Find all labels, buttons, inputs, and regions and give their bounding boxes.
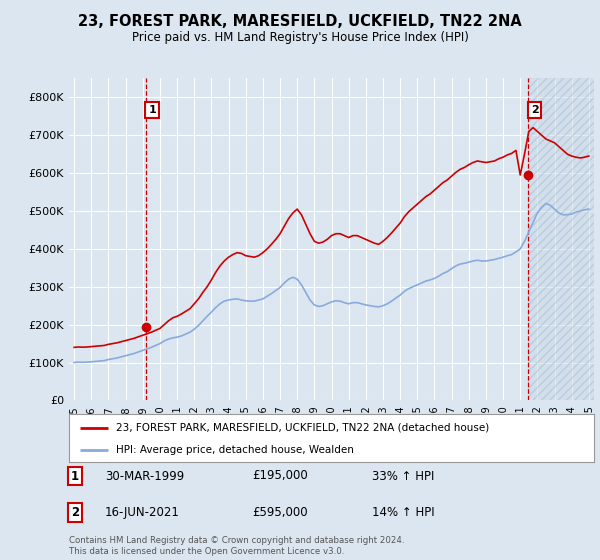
Text: 1: 1 xyxy=(148,105,156,115)
Text: 23, FOREST PARK, MARESFIELD, UCKFIELD, TN22 2NA: 23, FOREST PARK, MARESFIELD, UCKFIELD, T… xyxy=(78,14,522,29)
Text: 33% ↑ HPI: 33% ↑ HPI xyxy=(372,469,434,483)
Text: 2: 2 xyxy=(530,105,538,115)
Text: 30-MAR-1999: 30-MAR-1999 xyxy=(105,469,184,483)
Text: £595,000: £595,000 xyxy=(252,506,308,519)
Text: 23, FOREST PARK, MARESFIELD, UCKFIELD, TN22 2NA (detached house): 23, FOREST PARK, MARESFIELD, UCKFIELD, T… xyxy=(116,423,490,433)
Text: HPI: Average price, detached house, Wealden: HPI: Average price, detached house, Weal… xyxy=(116,445,354,455)
Bar xyxy=(528,78,594,400)
Text: 14% ↑ HPI: 14% ↑ HPI xyxy=(372,506,434,519)
Text: £195,000: £195,000 xyxy=(252,469,308,483)
Text: 2: 2 xyxy=(71,506,79,519)
Text: Contains HM Land Registry data © Crown copyright and database right 2024.
This d: Contains HM Land Registry data © Crown c… xyxy=(69,536,404,556)
Text: 1: 1 xyxy=(71,469,79,483)
Text: 16-JUN-2021: 16-JUN-2021 xyxy=(105,506,180,519)
Text: Price paid vs. HM Land Registry's House Price Index (HPI): Price paid vs. HM Land Registry's House … xyxy=(131,31,469,44)
